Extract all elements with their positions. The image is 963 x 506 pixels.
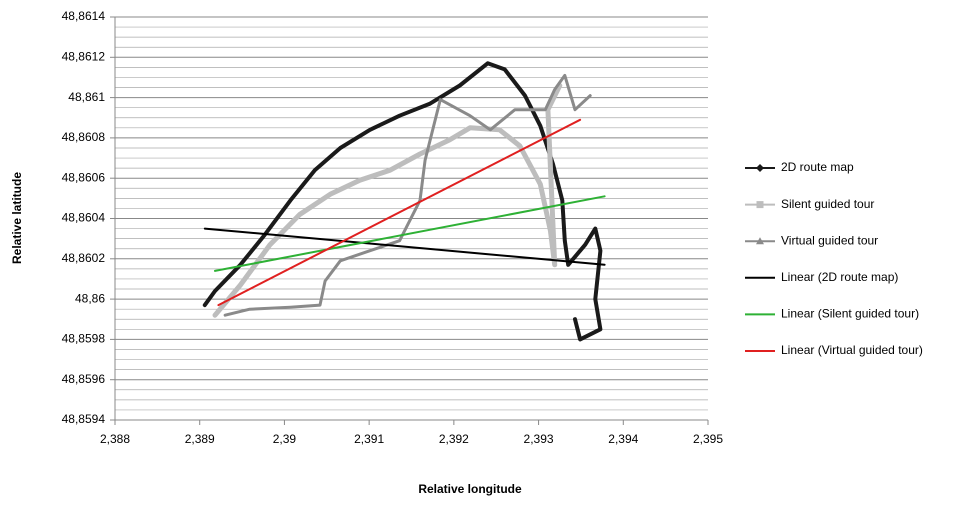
series-line <box>214 195 606 272</box>
legend-marker <box>756 237 764 245</box>
x-tick-label: 2,394 <box>608 432 638 446</box>
x-tick-label: 2,395 <box>693 432 723 446</box>
y-tick-label: 48,8614 <box>62 9 106 23</box>
series-line <box>202 61 603 342</box>
x-tick-label: 2,389 <box>185 432 215 446</box>
y-tick-label: 48,8596 <box>62 372 106 386</box>
legend-marker <box>756 164 764 172</box>
y-tick-label: 48,8608 <box>62 130 106 144</box>
x-tick-label: 2,391 <box>354 432 384 446</box>
y-tick-label: 48,8604 <box>62 211 106 225</box>
y-axis-label: Relative latitude <box>10 172 24 264</box>
legend-label: Linear (Virtual guided tour) <box>781 343 923 357</box>
series-line <box>223 73 592 317</box>
y-tick-label: 48,8598 <box>62 332 106 346</box>
x-axis-label: Relative longitude <box>418 482 522 496</box>
x-tick-label: 2,39 <box>273 432 297 446</box>
y-tick-label: 48,8612 <box>62 49 106 63</box>
series-line <box>217 118 582 307</box>
y-tick-label: 48,8602 <box>62 251 106 265</box>
y-tick-label: 48,861 <box>68 90 105 104</box>
series-line <box>203 227 606 266</box>
legend-label: Virtual guided tour <box>781 233 878 247</box>
legend-label: Silent guided tour <box>781 197 874 211</box>
y-tick-label: 48,86 <box>75 291 105 305</box>
series-line <box>212 83 563 318</box>
x-tick-label: 2,392 <box>439 432 469 446</box>
legend-label: Linear (2D route map) <box>781 270 898 284</box>
legend-label: 2D route map <box>781 160 854 174</box>
x-tick-label: 2,388 <box>100 432 130 446</box>
x-tick-label: 2,393 <box>524 432 554 446</box>
legend-marker <box>756 201 764 209</box>
y-tick-label: 48,8594 <box>62 412 106 426</box>
legend-label: Linear (Silent guided tour) <box>781 307 919 321</box>
y-tick-label: 48,8606 <box>62 170 106 184</box>
